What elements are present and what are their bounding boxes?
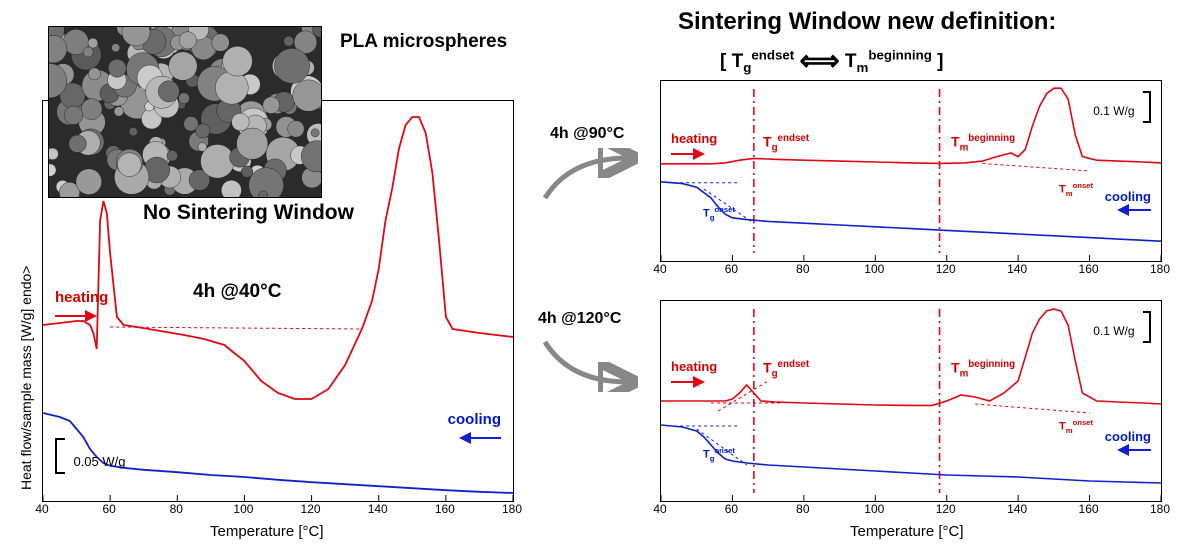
tick-label: 100 — [231, 502, 255, 516]
tick-label: 60 — [719, 262, 743, 276]
tick-label: 100 — [862, 262, 886, 276]
tick-label: 40 — [648, 502, 672, 516]
left-xaxis-label: Temperature [°C] — [210, 523, 324, 540]
right-bottom-chart-frame: heating cooling Tgendset Tmbeginning Tgo… — [660, 300, 1162, 502]
tick-label: 140 — [1005, 262, 1029, 276]
sem-image — [48, 26, 322, 198]
left-condition-label: 4h @40°C — [193, 281, 281, 303]
heating-arrow-icon — [669, 375, 709, 389]
cooling-arrow-icon — [455, 429, 503, 447]
arrow-top-icon — [540, 148, 640, 208]
tick-label: 180 — [1148, 502, 1172, 516]
tick-label: 120 — [934, 502, 958, 516]
right-top-chart-frame: heating cooling Tgendset Tmbeginning Tgo… — [660, 80, 1162, 262]
rt-heating-label: heating — [671, 131, 717, 146]
arrow-bottom-icon — [540, 332, 640, 392]
left-scale-bar: 0.05 W/g — [55, 438, 125, 479]
rt-tm-onset-label: Tmonset — [1059, 181, 1093, 198]
rt-tm-label: Tmbeginning — [951, 133, 1015, 153]
rb-tg-label: Tgendset — [763, 359, 809, 379]
tick-label: 80 — [164, 502, 188, 516]
tick-label: 40 — [648, 262, 672, 276]
left-heating-label: heating — [55, 289, 108, 306]
tick-label: 100 — [862, 502, 886, 516]
tick-label: 120 — [299, 502, 323, 516]
right-bottom-chart-svg — [661, 301, 1161, 501]
tick-label: 120 — [934, 262, 958, 276]
heating-arrow-icon — [669, 147, 709, 161]
rt-tg-label: Tgendset — [763, 133, 809, 153]
tick-label: 140 — [366, 502, 390, 516]
tick-label: 80 — [791, 502, 815, 516]
right-top-chart-svg — [661, 81, 1161, 261]
tick-label: 160 — [433, 502, 457, 516]
cooling-arrow-icon — [1113, 203, 1153, 217]
tick-label: 180 — [500, 502, 524, 516]
tick-label: 40 — [30, 502, 54, 516]
rb-tm-onset-label: Tmonset — [1059, 418, 1093, 435]
left-scale-bar-label: 0.05 W/g — [73, 454, 125, 469]
tick-label: 160 — [1077, 262, 1101, 276]
tick-label: 180 — [1148, 262, 1172, 276]
tick-label: 60 — [719, 502, 743, 516]
figure-root: Heat flow/sample mass [W/g] endo> No Sin… — [0, 0, 1200, 550]
left-cooling-label: cooling — [448, 411, 501, 428]
right-title: Sintering Window new definition: — [678, 8, 1056, 36]
cooling-arrow-icon — [1113, 443, 1153, 457]
left-yaxis-label: Heat flow/sample mass [W/g] endo> — [18, 266, 34, 491]
rt-scale-bar: 0.1 W/g — [1093, 91, 1151, 128]
rb-scale-bar-label: 0.1 W/g — [1093, 324, 1134, 338]
rb-scale-bar: 0.1 W/g — [1093, 311, 1151, 348]
tick-label: 80 — [791, 262, 815, 276]
tick-label: 160 — [1077, 502, 1101, 516]
rb-cooling-label: cooling — [1105, 429, 1151, 444]
rt-scale-bar-label: 0.1 W/g — [1093, 104, 1134, 118]
rb-heating-label: heating — [671, 359, 717, 374]
no-sintering-window-label: No Sintering Window — [143, 201, 354, 225]
sem-spheres-icon — [49, 27, 321, 197]
tick-label: 60 — [97, 502, 121, 516]
heating-arrow-icon — [53, 307, 101, 325]
window-definition: [ Tgendset ⟺ Tmbeginning ] — [720, 44, 943, 77]
arrow-top-label: 4h @90°C — [550, 125, 624, 143]
right-xaxis-label: Temperature [°C] — [850, 523, 964, 540]
pla-title: PLA microspheres — [340, 30, 530, 54]
rt-cooling-label: cooling — [1105, 189, 1151, 204]
rb-tm-label: Tmbeginning — [951, 359, 1015, 379]
rt-tg-onset-label: Tgonset — [703, 205, 735, 222]
arrow-bottom-label: 4h @120°C — [538, 310, 621, 328]
rb-tg-onset-label: Tgonset — [703, 446, 735, 463]
tick-label: 140 — [1005, 502, 1029, 516]
